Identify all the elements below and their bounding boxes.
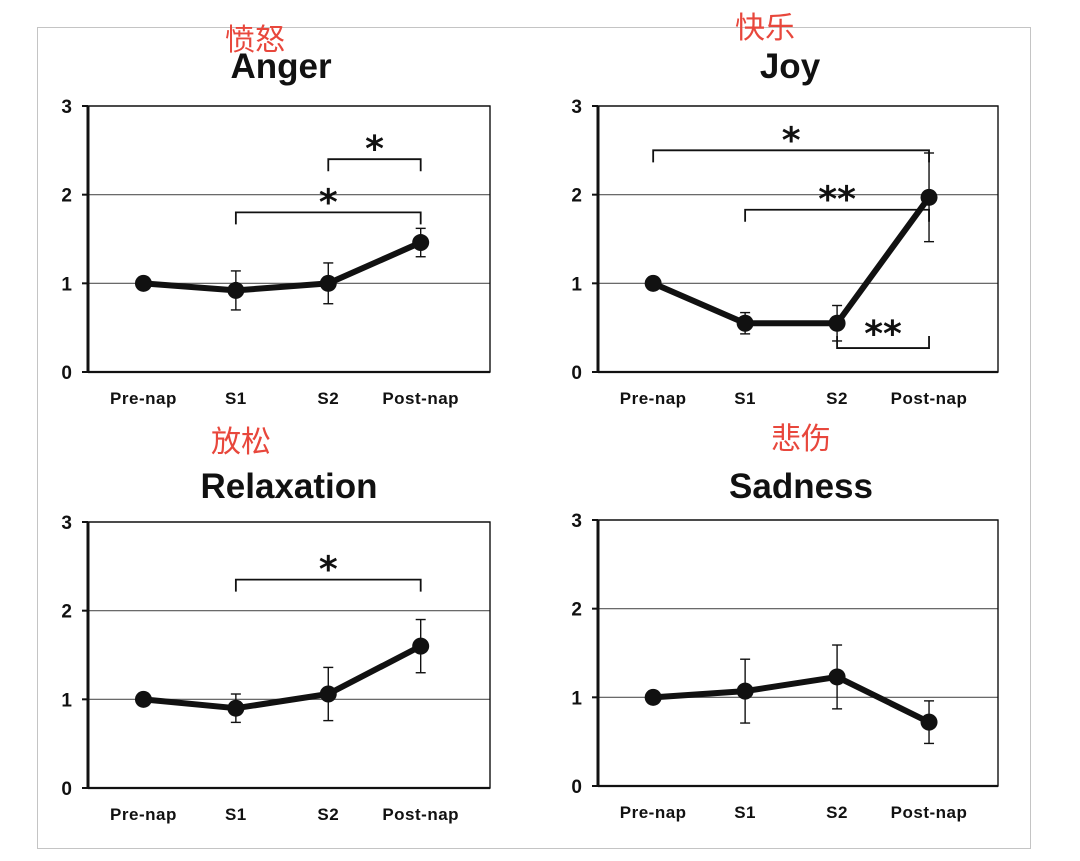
- data-point: [319, 274, 337, 292]
- plot-frame: [87, 521, 491, 789]
- data-point: [644, 274, 662, 292]
- y-tick-label: 1: [61, 274, 72, 295]
- series-line: [143, 643, 423, 712]
- figure-frame: [37, 27, 1031, 849]
- chart-title: Sadness: [729, 467, 873, 506]
- chart-annotation: 放松: [211, 425, 271, 460]
- data-point: [319, 685, 337, 703]
- y-tick-label: 0: [61, 779, 72, 800]
- y-tick-label: 2: [571, 600, 582, 621]
- y-tick-label: 3: [571, 97, 582, 118]
- significance-label: *: [319, 182, 338, 223]
- y-tick-label: 2: [61, 186, 72, 207]
- y-tick-label: 0: [571, 777, 582, 798]
- data-point: [736, 682, 754, 700]
- significance-bracket: [234, 211, 422, 225]
- x-tick-label: S2: [826, 389, 848, 408]
- x-tick-label: Pre-nap: [620, 389, 687, 408]
- significance-label: *: [319, 550, 338, 591]
- chart-sadness: 悲伤 Sadness 0 1 2 3 Pre-nap S1 S2 Post-nap: [571, 422, 999, 822]
- data-point: [134, 690, 152, 708]
- x-tick-label: S2: [826, 803, 848, 822]
- chart-annotation: 悲伤: [771, 422, 831, 457]
- chart-annotation: 愤怒: [225, 23, 285, 58]
- significance-bracket: [234, 578, 422, 592]
- x-tick-label: Post-nap: [382, 805, 459, 824]
- significance-label: *: [365, 129, 384, 170]
- series-line: [652, 673, 931, 725]
- significance-label: **: [864, 314, 902, 355]
- y-tick-label: 1: [571, 274, 582, 295]
- data-point: [644, 688, 662, 706]
- plot-frame: [597, 519, 999, 787]
- chart-title: Joy: [760, 47, 821, 86]
- data-point: [412, 637, 430, 655]
- chart-annotation: 快乐: [735, 11, 795, 46]
- series-line: [651, 195, 932, 327]
- chart-title: Anger: [230, 47, 332, 86]
- data-point: [736, 314, 754, 332]
- y-tick-label: 2: [571, 186, 582, 207]
- data-point: [920, 188, 938, 206]
- y-tick-label: 0: [61, 363, 72, 384]
- x-tick-label: S1: [734, 803, 756, 822]
- x-tick-label: Post-nap: [891, 803, 968, 822]
- plot-frame: [87, 105, 491, 373]
- data-point: [412, 234, 430, 252]
- x-tick-label: S1: [734, 389, 756, 408]
- x-tick-label: Post-nap: [891, 389, 968, 408]
- chart-title: Relaxation: [201, 467, 378, 506]
- y-tick-label: 3: [571, 511, 582, 532]
- y-tick-label: 3: [61, 513, 72, 534]
- x-tick-label: Post-nap: [382, 389, 459, 408]
- x-tick-label: Pre-nap: [110, 805, 177, 824]
- significance-bracket: [327, 158, 422, 172]
- chart-relaxation: 放松 Relaxation 0 1 2 3 Pre-nap S1 S2 Post-nap *: [61, 425, 491, 824]
- significance-label: *: [782, 120, 801, 161]
- y-tick-label: 3: [61, 97, 72, 118]
- data-point: [227, 281, 245, 299]
- significance-label: **: [818, 180, 856, 221]
- x-tick-label: Pre-nap: [620, 803, 687, 822]
- data-point: [227, 699, 245, 717]
- x-tick-label: S1: [225, 389, 247, 408]
- x-tick-label: S2: [317, 805, 339, 824]
- x-tick-label: S2: [317, 389, 339, 408]
- y-tick-label: 1: [571, 688, 582, 709]
- y-tick-label: 0: [571, 363, 582, 384]
- x-tick-label: S1: [225, 805, 247, 824]
- data-point: [134, 274, 152, 292]
- y-tick-label: 2: [61, 602, 72, 623]
- x-tick-label: Pre-nap: [110, 389, 177, 408]
- data-point: [920, 713, 938, 731]
- significance-bracket: [836, 336, 930, 349]
- data-point: [828, 668, 846, 686]
- y-tick-label: 1: [61, 690, 72, 711]
- series-line: [143, 239, 422, 294]
- data-point: [828, 314, 846, 332]
